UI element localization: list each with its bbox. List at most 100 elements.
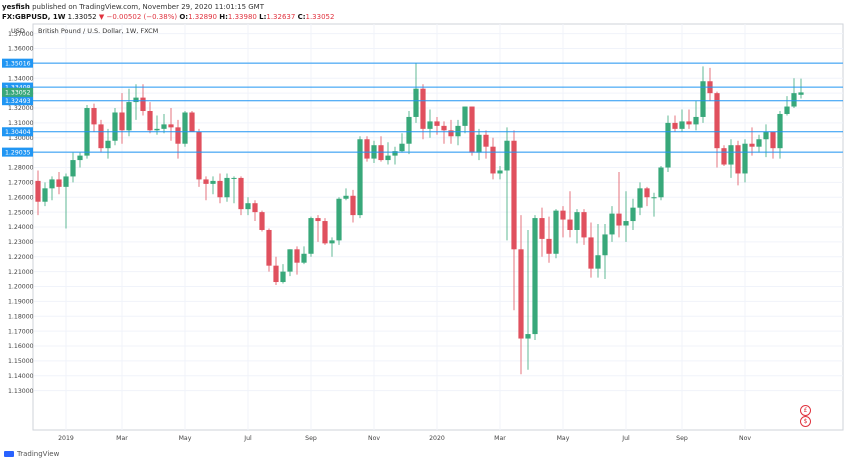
candle-body[interactable] bbox=[266, 229, 272, 266]
candle[interactable] bbox=[553, 209, 559, 259]
candle-body[interactable] bbox=[119, 112, 125, 131]
candle[interactable] bbox=[420, 84, 426, 140]
candle[interactable] bbox=[126, 88, 132, 137]
candle[interactable] bbox=[595, 224, 601, 278]
candle[interactable] bbox=[784, 96, 790, 116]
candle[interactable] bbox=[658, 166, 664, 201]
candle-body[interactable] bbox=[203, 179, 209, 184]
candle-body[interactable] bbox=[224, 177, 230, 198]
candle[interactable] bbox=[112, 108, 118, 146]
candle-body[interactable] bbox=[56, 179, 62, 187]
candle[interactable] bbox=[378, 136, 384, 162]
candle-body[interactable] bbox=[336, 198, 342, 241]
candle-body[interactable] bbox=[476, 134, 482, 153]
candle-body[interactable] bbox=[462, 106, 468, 126]
candle[interactable] bbox=[637, 182, 643, 216]
candle[interactable] bbox=[245, 197, 251, 216]
candle-body[interactable] bbox=[385, 155, 391, 161]
candle-body[interactable] bbox=[112, 112, 118, 141]
candle-body[interactable] bbox=[714, 93, 720, 149]
candle-body[interactable] bbox=[231, 177, 237, 179]
candle[interactable] bbox=[252, 200, 258, 222]
candle[interactable] bbox=[70, 152, 76, 183]
candle[interactable] bbox=[350, 189, 356, 223]
candle-body[interactable] bbox=[651, 197, 657, 199]
candle-body[interactable] bbox=[175, 127, 181, 144]
candle-body[interactable] bbox=[392, 151, 398, 156]
candle[interactable] bbox=[777, 111, 783, 159]
candle[interactable] bbox=[238, 176, 244, 216]
candle-body[interactable] bbox=[434, 121, 440, 126]
candle-body[interactable] bbox=[483, 134, 489, 147]
candle[interactable] bbox=[581, 209, 587, 245]
candle-body[interactable] bbox=[770, 131, 776, 149]
candle[interactable] bbox=[728, 139, 734, 178]
candle-body[interactable] bbox=[791, 93, 797, 107]
candle-body[interactable] bbox=[140, 97, 146, 111]
candle[interactable] bbox=[399, 133, 405, 153]
candle-body[interactable] bbox=[623, 221, 629, 226]
candle[interactable] bbox=[182, 111, 188, 147]
candle-body[interactable] bbox=[735, 145, 741, 174]
candle[interactable] bbox=[490, 137, 496, 180]
candle[interactable] bbox=[210, 176, 216, 195]
candle-body[interactable] bbox=[105, 140, 111, 149]
candle[interactable] bbox=[469, 106, 475, 156]
candle[interactable] bbox=[49, 176, 55, 201]
candle[interactable] bbox=[798, 78, 804, 99]
candle-body[interactable] bbox=[420, 88, 426, 129]
candle[interactable] bbox=[266, 228, 272, 272]
candle-body[interactable] bbox=[210, 180, 216, 184]
candle-body[interactable] bbox=[77, 155, 83, 161]
candle-body[interactable] bbox=[196, 131, 202, 180]
candle-body[interactable] bbox=[728, 145, 734, 165]
candle-body[interactable] bbox=[280, 271, 286, 283]
candle[interactable] bbox=[693, 100, 699, 131]
us-flag-icon[interactable]: $ bbox=[800, 416, 811, 427]
candle-body[interactable] bbox=[378, 145, 384, 161]
candle-body[interactable] bbox=[126, 102, 132, 131]
candle-body[interactable] bbox=[189, 112, 195, 132]
candle[interactable] bbox=[105, 128, 111, 159]
candle[interactable] bbox=[756, 134, 762, 153]
candle-body[interactable] bbox=[147, 111, 153, 131]
candle-body[interactable] bbox=[581, 212, 587, 238]
candle[interactable] bbox=[476, 128, 482, 161]
candle-body[interactable] bbox=[238, 177, 244, 210]
candle[interactable] bbox=[98, 119, 104, 153]
candle[interactable] bbox=[630, 198, 636, 230]
candle-body[interactable] bbox=[567, 219, 573, 230]
candle[interactable] bbox=[413, 63, 419, 123]
candle[interactable] bbox=[336, 197, 342, 245]
candle-body[interactable] bbox=[686, 121, 692, 125]
candle-body[interactable] bbox=[546, 238, 552, 254]
candle[interactable] bbox=[77, 152, 83, 168]
candle-body[interactable] bbox=[413, 88, 419, 117]
candle-body[interactable] bbox=[455, 125, 461, 137]
candle-body[interactable] bbox=[777, 113, 783, 149]
candle[interactable] bbox=[280, 264, 286, 284]
candle[interactable] bbox=[259, 210, 265, 232]
candle[interactable] bbox=[308, 216, 314, 257]
candle-body[interactable] bbox=[469, 106, 475, 153]
candle[interactable] bbox=[665, 115, 671, 172]
candle[interactable] bbox=[56, 171, 62, 195]
candle[interactable] bbox=[441, 121, 447, 144]
candle[interactable] bbox=[525, 229, 531, 370]
candle[interactable] bbox=[357, 136, 363, 219]
candle[interactable] bbox=[168, 108, 174, 141]
candle[interactable] bbox=[574, 209, 580, 244]
candle[interactable] bbox=[427, 109, 433, 138]
candle-body[interactable] bbox=[427, 121, 433, 129]
candle-body[interactable] bbox=[539, 218, 545, 239]
candle[interactable] bbox=[385, 142, 391, 165]
candle-body[interactable] bbox=[441, 125, 447, 131]
uk-flag-icon[interactable]: £ bbox=[800, 405, 811, 416]
candle[interactable] bbox=[343, 188, 349, 201]
candle[interactable] bbox=[301, 246, 307, 265]
candle-body[interactable] bbox=[525, 334, 531, 339]
candle[interactable] bbox=[679, 109, 685, 132]
candle-body[interactable] bbox=[63, 176, 69, 187]
candle[interactable] bbox=[203, 176, 209, 201]
